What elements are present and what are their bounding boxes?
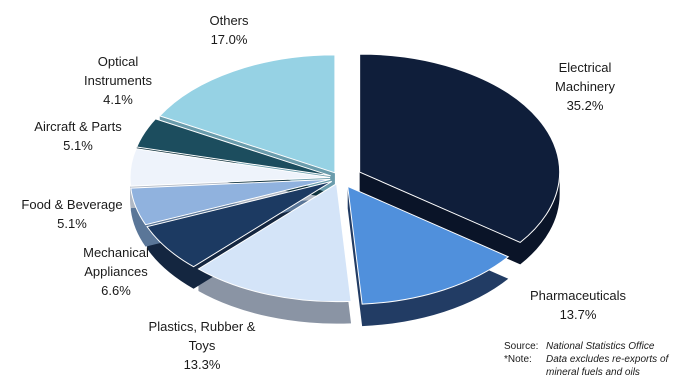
slice-value-label: 4.1% (103, 92, 133, 107)
note-text-line2: mineral fuels and oils (546, 367, 640, 378)
pie-slice-side (159, 54, 335, 195)
slice-value-label: 13.3% (184, 357, 221, 372)
slice-category-label: Instruments (84, 73, 152, 88)
pie-slice-side (359, 54, 560, 265)
slice-value-label: 17.0% (211, 32, 248, 47)
pie-slice (129, 148, 331, 187)
slice-category-label: Pharmaceuticals (530, 288, 627, 303)
slice-category-label: Food & Beverage (21, 197, 122, 212)
note-text-line1: Data excludes re-exports of (546, 354, 670, 365)
slice-category-label: Mechanical (83, 245, 149, 260)
pie-slice (347, 185, 510, 305)
footnote: Source: National Statistics Office *Note… (504, 341, 670, 378)
slice-value-label: 5.1% (63, 138, 93, 153)
slice-category-label: Machinery (555, 79, 615, 94)
slice-category-label: Plastics, Rubber & (149, 319, 256, 334)
source-text: National Statistics Office (546, 341, 655, 352)
slice-value-label: 5.1% (57, 216, 87, 231)
slice-category-label: Optical (98, 54, 139, 69)
slice-category-label: Toys (189, 338, 216, 353)
pie-slice (146, 180, 333, 268)
slice-value-label: 6.6% (101, 283, 131, 298)
pie-slice (197, 182, 352, 303)
pie-slice-tops (129, 53, 561, 305)
pie-slice (158, 54, 336, 174)
slice-value-label: 35.2% (567, 98, 604, 113)
slice-category-label: Appliances (84, 264, 148, 279)
pie-labels: Electrical Machinery 35.2% Pharmaceuticals 1… (21, 13, 626, 372)
source-label: Source: (504, 341, 538, 352)
pie-slice (136, 118, 331, 177)
pie-slice (130, 178, 331, 226)
note-label: *Note: (504, 354, 532, 365)
slice-category-label: Aircraft & Parts (34, 119, 122, 134)
slice-category-label: Others (209, 13, 249, 28)
pie-slice (359, 53, 561, 243)
slice-category-label: Electrical (559, 60, 612, 75)
slice-value-label: 13.7% (560, 307, 597, 322)
